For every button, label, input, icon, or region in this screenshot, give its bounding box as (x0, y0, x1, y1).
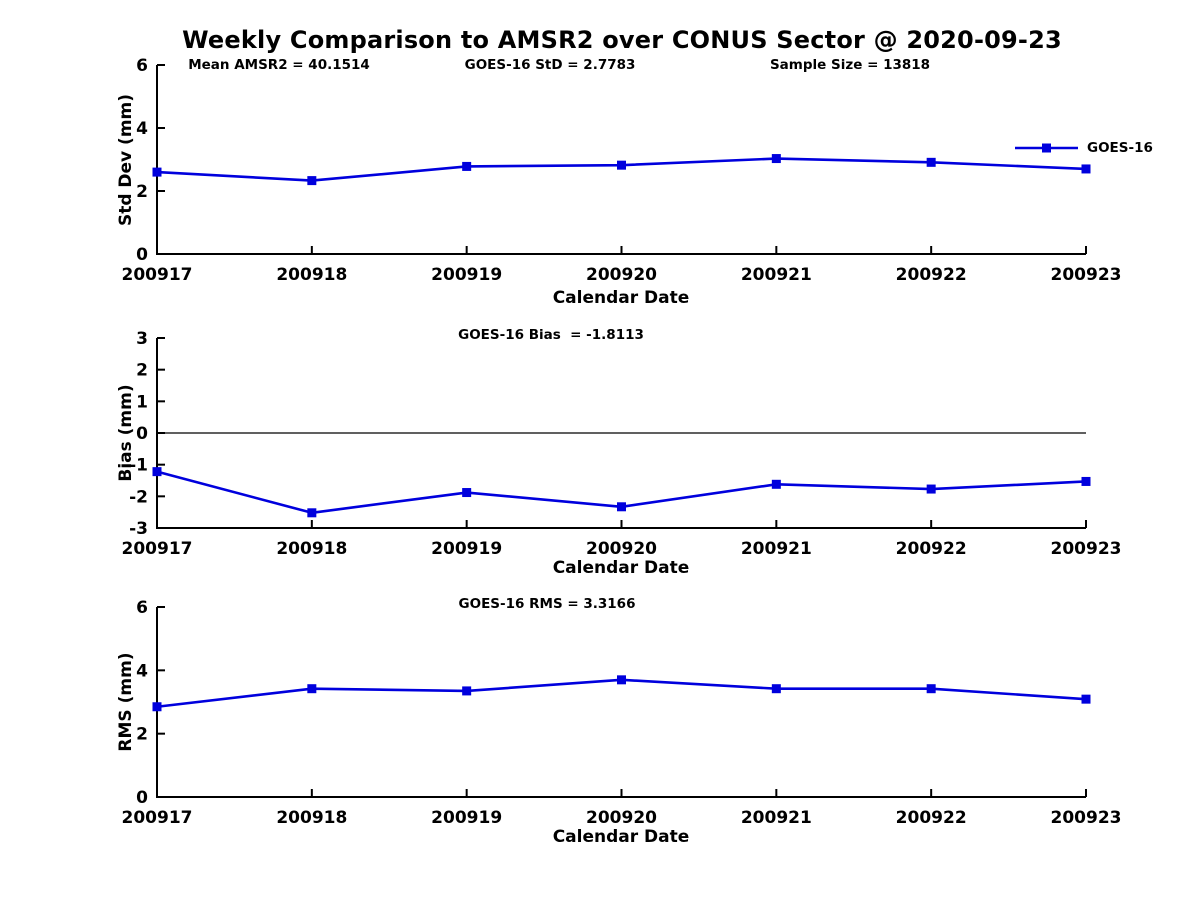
x-tick-label: 200921 (741, 808, 812, 828)
data-point (926, 484, 936, 494)
legend-line-marker-icon (1015, 143, 1078, 153)
y-tick-label: 6 (136, 56, 148, 76)
y-tick-label: 0 (136, 788, 148, 808)
data-point (1081, 476, 1091, 486)
data-point (462, 686, 472, 696)
bias-plot-area: -3 -2 -1 0 1 2 3 200917 200918 200919 200920 200921… (122, 329, 1122, 559)
rms-plot-area: 0 2 4 6 200917 200918 200919 200920 200921 200922… (122, 598, 1122, 828)
data-point (462, 488, 472, 498)
y-tick-label: 2 (136, 182, 148, 202)
data-point (152, 167, 162, 177)
data-point (152, 702, 162, 712)
y-tick-label: 3 (136, 329, 148, 349)
x-tick-label: 200917 (122, 808, 193, 828)
legend-label: GOES-16 (1087, 140, 1153, 156)
y-tick-label: 2 (136, 361, 148, 381)
data-point (771, 154, 781, 164)
y-tick-label: 0 (136, 245, 148, 265)
data-point (617, 675, 626, 685)
std-dev-plot-area: 0 2 4 6 200917 200918 200919 200920 200921 200922… (122, 56, 1122, 285)
y-tick-label: 1 (136, 392, 148, 412)
std-dev-x-axis-label: Calendar Date (552, 288, 690, 308)
figure-title: Weekly Comparison to AMSR2 over CONUS Se… (182, 26, 1062, 54)
data-point (307, 176, 317, 186)
annotation-goes16-rms: GOES-16 RMS = 3.3166 (458, 596, 636, 612)
x-tick-label: 200920 (586, 808, 657, 828)
data-point (771, 684, 781, 694)
annotation-mean-amsr2: Mean AMSR2 = 40.1514 (188, 57, 370, 73)
data-point (617, 502, 626, 512)
x-tick-label: 200922 (896, 539, 967, 559)
chart-rms: RMS (mm) GOES-16 RMS = 3.3166 0 2 4 6 200917… (0, 596, 1200, 859)
data-point (307, 684, 317, 694)
data-point (307, 508, 317, 518)
y-tick-label: -2 (129, 487, 148, 507)
annotation-goes16-bias: GOES-16 Bias = -1.8113 (458, 327, 644, 343)
x-tick-label: 200919 (431, 808, 502, 828)
x-tick-label: 200921 (741, 265, 812, 285)
x-tick-label: 200920 (586, 265, 657, 285)
y-tick-label: -1 (129, 456, 148, 476)
data-point (771, 479, 781, 489)
x-tick-label: 200922 (896, 265, 967, 285)
chart-bias: Bias (mm) GOES-16 Bias = -1.8113 -3 -2 -1 0… (0, 327, 1200, 590)
x-tick-label: 200918 (276, 265, 347, 285)
x-tick-label: 200919 (431, 265, 502, 285)
rms-x-axis-label: Calendar Date (552, 827, 690, 847)
annotation-goes16-std: GOES-16 StD = 2.7783 (464, 57, 636, 73)
y-tick-label: 6 (136, 598, 148, 618)
x-tick-label: 200918 (276, 808, 347, 828)
x-tick-label: 200919 (431, 539, 502, 559)
y-tick-label: 0 (136, 424, 148, 444)
bias-x-axis-label: Calendar Date (552, 558, 690, 578)
data-point (617, 160, 626, 170)
x-tick-label: 200920 (586, 539, 657, 559)
annotation-sample-size: Sample Size = 13818 (769, 57, 931, 73)
y-tick-label: -3 (129, 519, 148, 539)
data-point (926, 684, 936, 694)
x-tick-label: 200918 (276, 539, 347, 559)
x-tick-label: 200917 (122, 265, 193, 285)
x-tick-label: 200923 (1051, 808, 1122, 828)
y-tick-label: 4 (136, 661, 148, 681)
data-point (926, 157, 936, 167)
data-point (1081, 694, 1091, 704)
x-tick-label: 200921 (741, 539, 812, 559)
chart-std-dev: Std Dev (mm) Mean AMSR2 = 40.1514 GOES-1… (0, 56, 1200, 320)
data-point (152, 467, 162, 477)
legend: GOES-16 (1015, 140, 1153, 156)
data-point (462, 161, 472, 171)
data-point (1081, 164, 1091, 174)
x-tick-label: 200917 (122, 539, 193, 559)
y-tick-label: 2 (136, 725, 148, 745)
y-tick-label: 4 (136, 119, 148, 139)
x-tick-label: 200923 (1051, 539, 1122, 559)
x-tick-label: 200923 (1051, 265, 1122, 285)
x-tick-label: 200922 (896, 808, 967, 828)
